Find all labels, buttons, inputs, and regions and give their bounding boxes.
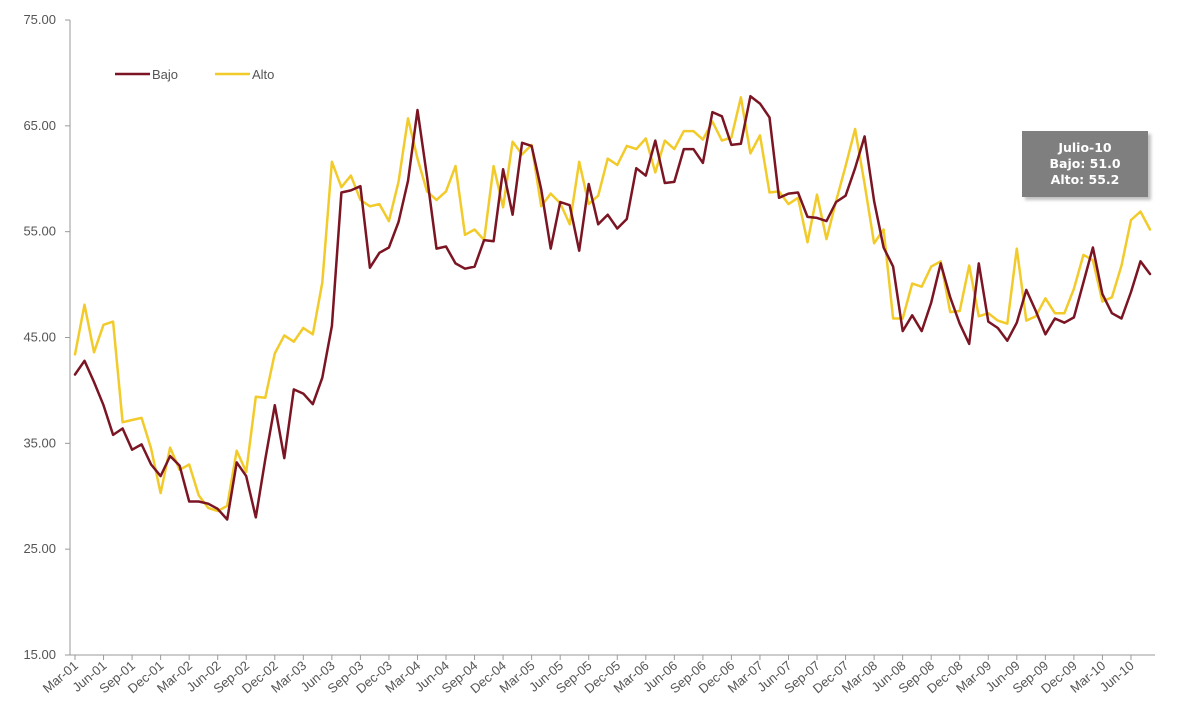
- series-lines: [73, 94, 1152, 521]
- series-line-bajo: [73, 94, 1152, 521]
- y-tick-label: 15.00: [23, 647, 56, 662]
- series-line-alto: [73, 96, 1152, 513]
- legend-label-alto: Alto: [252, 67, 274, 82]
- y-tick-label: 45.00: [23, 330, 56, 345]
- data-tooltip: Julio-10 Bajo: 51.0 Alto: 55.2: [1022, 131, 1148, 197]
- y-tick-label: 75.00: [23, 12, 56, 27]
- tooltip-alto: Alto: 55.2: [1050, 172, 1120, 187]
- tooltip-period: Julio-10: [1058, 140, 1112, 155]
- x-axis: Mar-01Jun-01Sep-01Dec-01Mar-02Jun-02Sep-…: [40, 654, 1155, 696]
- tooltip-bajo: Bajo: 51.0: [1049, 156, 1121, 171]
- y-tick-label: 55.00: [23, 224, 56, 239]
- legend-label-bajo: Bajo: [152, 67, 178, 82]
- y-tick-label: 25.00: [23, 541, 56, 556]
- y-tick-label: 65.00: [23, 118, 56, 133]
- legend: Bajo Alto: [115, 67, 274, 82]
- y-axis: 15.00 25.00 35.00 45.00 55.00 65.00 75.00: [23, 12, 71, 662]
- y-tick-label: 35.00: [23, 435, 56, 450]
